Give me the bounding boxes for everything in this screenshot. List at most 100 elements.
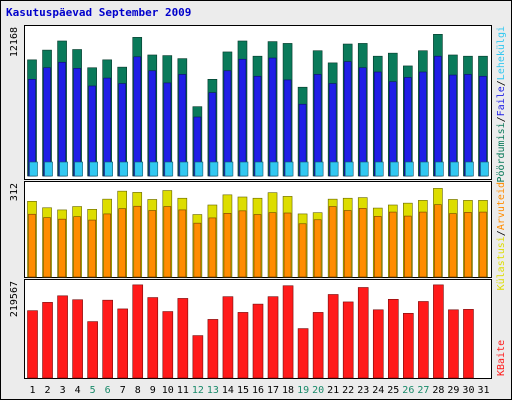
side-label-top: Pöördumisi/Faile/Lehekülgi [496, 26, 507, 183]
bar-visitors-day-9 [148, 210, 157, 278]
bar-visitors-day-23 [358, 208, 367, 278]
bar-pages-day-29 [449, 74, 457, 177]
bar-pages-day-2 [43, 67, 51, 177]
side-label-middle-part-1: / [496, 230, 507, 236]
bar-kb-day-17 [267, 296, 279, 379]
bar-pages-day-15 [238, 58, 247, 177]
side-label-top-part-4: Lehekülgi [496, 26, 507, 80]
x-label-day-26: 26 [402, 385, 414, 396]
x-label-day-1: 1 [30, 385, 36, 396]
bar-hits-day-17 [269, 161, 279, 177]
side-label-top-part-3: / [496, 80, 507, 86]
side-label-middle-part-0: Külastusi [496, 236, 507, 290]
bar-hits-day-2 [44, 161, 53, 177]
bar-visitors-day-21 [328, 206, 337, 278]
bar-visitors-day-5 [88, 219, 96, 278]
bar-kb-day-20 [312, 312, 324, 379]
bar-hits-day-21 [329, 161, 339, 177]
bar-kb-day-13 [207, 319, 219, 379]
bar-hits-day-27 [420, 161, 429, 177]
bar-hits-day-25 [389, 161, 399, 177]
bar-kb-day-27 [418, 301, 429, 379]
side-label-middle: Külastusi/Arvuteid [496, 182, 507, 290]
bar-visitors-day-12 [193, 222, 202, 278]
x-label-day-24: 24 [372, 385, 384, 396]
middle-panel-marks [27, 188, 488, 278]
bar-kb-day-12 [192, 335, 204, 379]
side-label-bottom: KBaite [496, 340, 507, 376]
x-label-day-18: 18 [282, 385, 294, 396]
bar-kb-day-26 [403, 312, 414, 379]
x-label-day-15: 15 [237, 385, 249, 396]
bar-visitors-day-17 [268, 212, 277, 278]
bar-pages-day-30 [464, 74, 472, 177]
bar-pages-day-18 [283, 79, 292, 177]
side-label-bottom-part-0: KBaite [496, 340, 507, 376]
bar-visitors-day-22 [343, 210, 352, 278]
bar-hits-day-23 [359, 161, 369, 177]
bar-pages-day-31 [479, 75, 487, 177]
bar-pages-day-8 [133, 56, 142, 177]
bar-hits-day-9 [149, 161, 159, 177]
x-label-day-9: 9 [150, 385, 156, 396]
side-label-top-part-2: Faile [496, 86, 507, 116]
bar-visitors-day-31 [479, 211, 487, 278]
bar-kb-day-4 [72, 299, 83, 379]
x-label-day-20: 20 [312, 385, 324, 396]
x-label-day-7: 7 [120, 385, 126, 396]
bar-pages-day-26 [404, 77, 412, 177]
bar-visitors-day-29 [449, 213, 457, 278]
y-max-label-top: 12168 [9, 27, 20, 57]
x-label-day-29: 29 [447, 385, 459, 396]
bottom-panel-marks [27, 284, 474, 379]
bar-pages-day-28 [434, 55, 442, 177]
bar-visitors-day-3 [58, 218, 66, 278]
bar-pages-day-14 [223, 70, 232, 177]
chart-title: Kasutuspäevad September 2009 [6, 6, 192, 19]
x-label-day-5: 5 [90, 385, 96, 396]
bar-hits-day-16 [254, 161, 264, 177]
bar-pages-day-23 [358, 67, 367, 177]
x-label-day-10: 10 [162, 385, 174, 396]
bar-visitors-day-2 [43, 217, 51, 278]
bar-pages-day-9 [148, 70, 157, 177]
bar-pages-day-20 [313, 74, 322, 177]
bar-pages-day-24 [373, 71, 382, 177]
bar-visitors-day-26 [404, 215, 412, 278]
x-label-day-17: 17 [267, 385, 279, 396]
bar-kb-day-18 [282, 285, 294, 379]
bar-pages-day-16 [253, 75, 262, 177]
bar-hits-day-31 [480, 161, 489, 177]
x-label-day-4: 4 [75, 385, 81, 396]
bar-hits-day-22 [344, 161, 354, 177]
x-label-day-22: 22 [342, 385, 354, 396]
bar-kb-day-5 [87, 321, 98, 379]
side-label-top-part-1: / [496, 116, 507, 122]
bar-hits-day-11 [179, 161, 189, 177]
bar-pages-day-17 [268, 57, 277, 177]
bar-visitors-day-11 [178, 209, 187, 278]
x-label-day-2: 2 [45, 385, 51, 396]
bar-kb-day-25 [387, 298, 399, 379]
bar-kb-day-8 [132, 284, 144, 379]
side-label-middle-part-2: Arvuteid [496, 182, 507, 230]
x-label-day-14: 14 [222, 385, 234, 396]
x-label-day-28: 28 [432, 385, 444, 396]
bar-kb-day-19 [297, 328, 309, 379]
bar-hits-day-18 [284, 161, 294, 177]
bar-hits-day-13 [209, 161, 219, 177]
bar-visitors-day-13 [208, 217, 217, 278]
bar-kb-day-11 [177, 298, 189, 379]
bar-kb-day-3 [57, 295, 68, 379]
side-labels: Pöördumisi/Faile/LehekülgiKülastusi/Arvu… [496, 26, 507, 376]
bar-kb-day-16 [252, 303, 264, 379]
bar-kb-day-9 [147, 297, 159, 379]
bar-kb-day-1 [27, 310, 38, 379]
bar-visitors-day-28 [434, 204, 442, 278]
bar-hits-day-19 [299, 161, 309, 177]
bar-kb-day-28 [433, 284, 444, 379]
bar-visitors-day-15 [238, 210, 247, 278]
bar-kb-day-14 [222, 296, 234, 379]
bar-kb-day-29 [448, 309, 459, 379]
